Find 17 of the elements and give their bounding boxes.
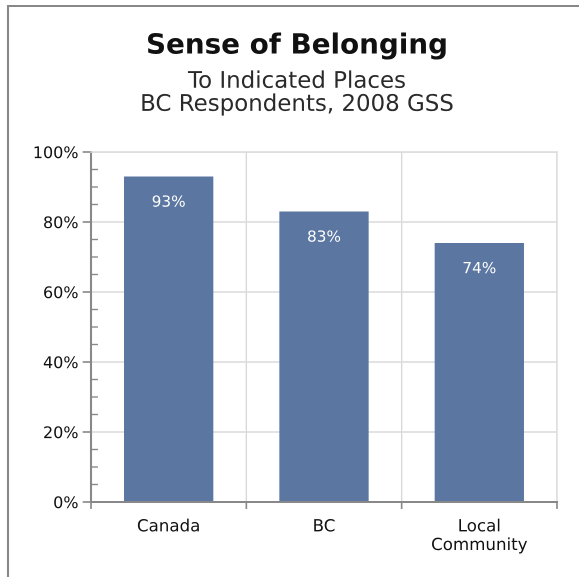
y-tick-label: 40% <box>44 356 78 368</box>
data-label: 83% <box>308 230 340 242</box>
x-tick-label: Canada <box>138 518 199 532</box>
chart-subtitle: To Indicated Places BC Respondents, 2008 GSS <box>142 70 453 116</box>
bar <box>279 212 369 502</box>
x-tick-label: Local Community <box>432 518 528 554</box>
chart-title: Sense of Belonging <box>148 32 446 60</box>
y-tick-label: 20% <box>44 426 78 438</box>
x-tick-label: BC <box>314 518 334 532</box>
bar <box>434 243 524 502</box>
data-label: 93% <box>152 195 185 207</box>
bar <box>124 176 214 502</box>
data-label: 74% <box>464 262 496 274</box>
y-tick-label: 60% <box>44 286 78 298</box>
y-tick-label: 0% <box>54 496 78 508</box>
y-tick-label: 80% <box>44 216 78 228</box>
y-tick-label: 100% <box>34 146 78 158</box>
